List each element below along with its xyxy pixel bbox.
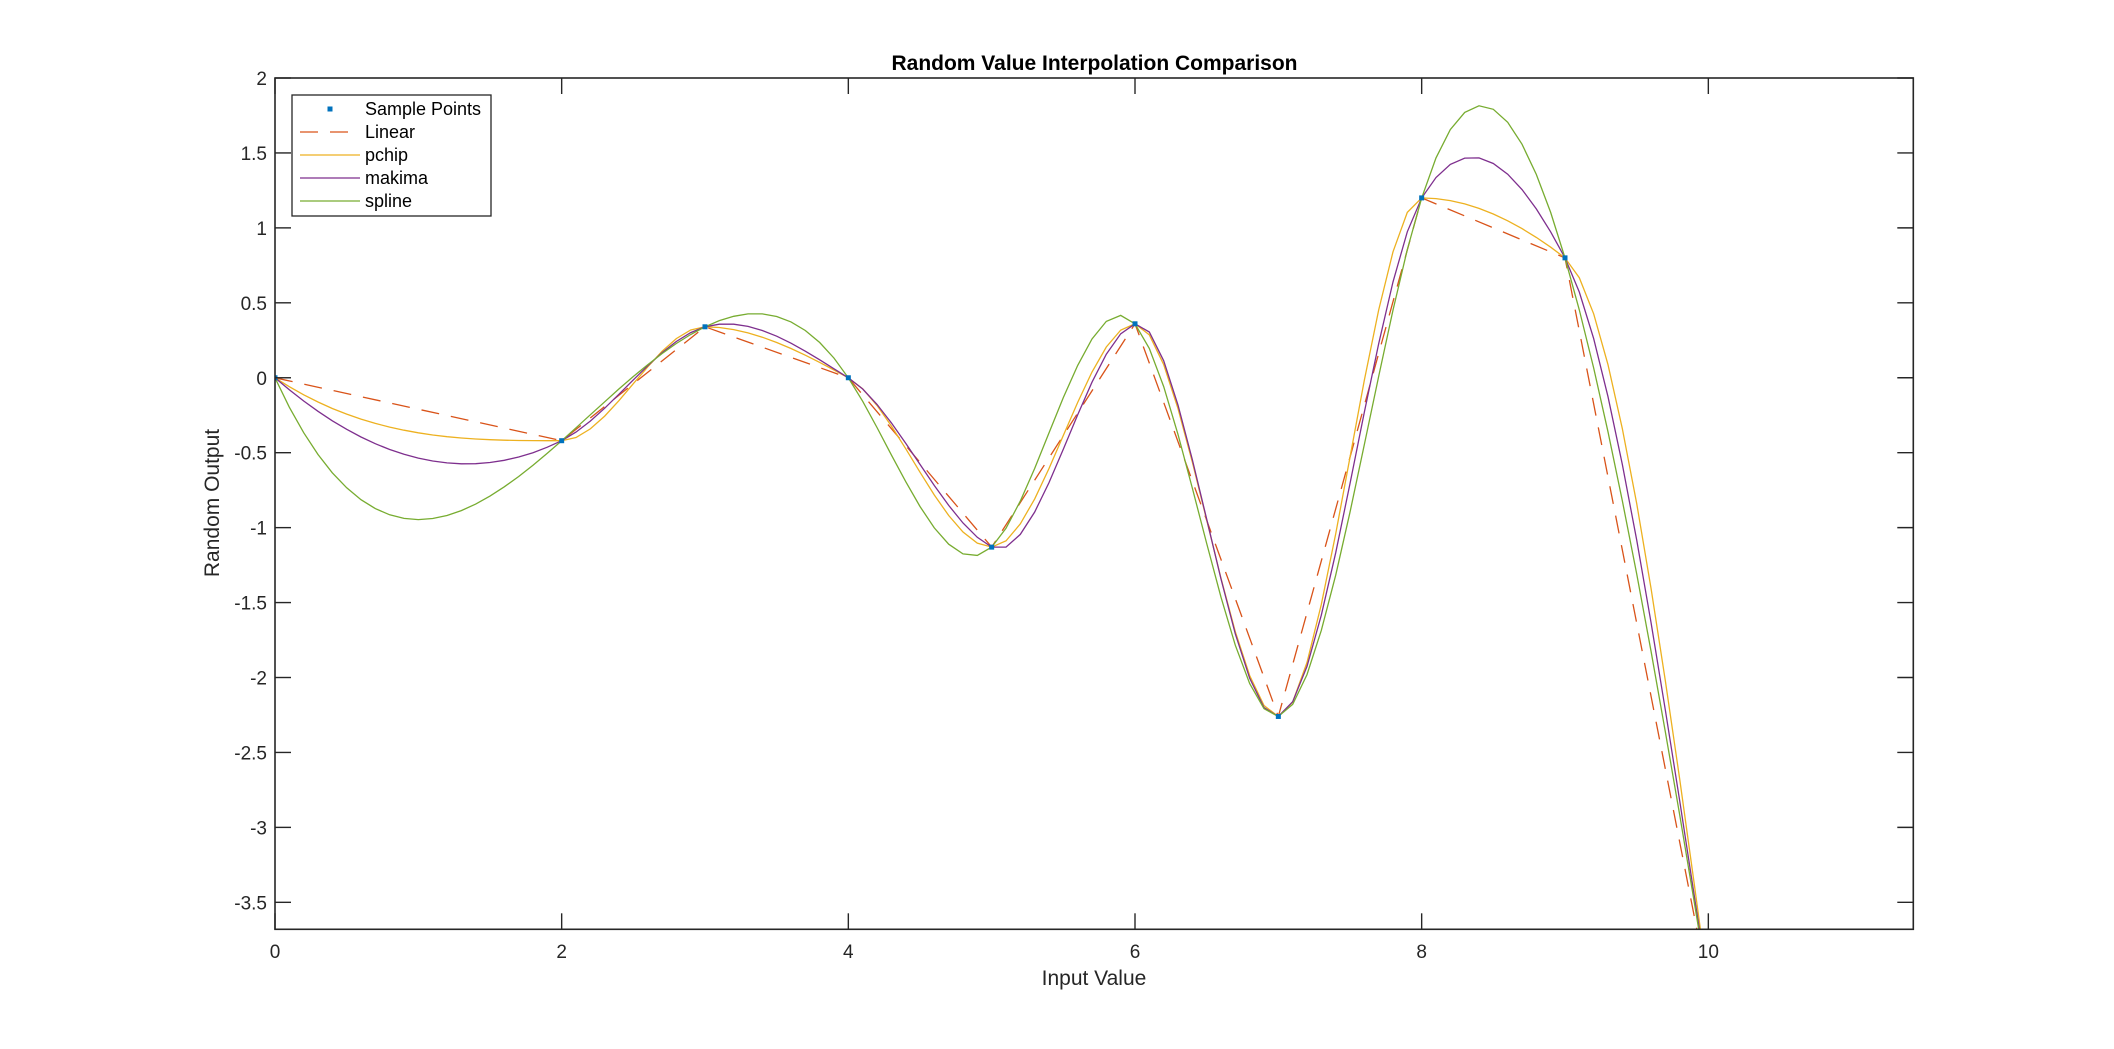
axes-box xyxy=(274,77,1915,931)
sample-point-marker xyxy=(1275,713,1281,719)
legend-item-linear[interactable]: Linear xyxy=(300,122,415,142)
sample-point-marker xyxy=(1132,321,1138,327)
x-tick-label: 2 xyxy=(556,942,567,963)
x-axis-tick-labels: 0 2 4 6 8 10 xyxy=(270,942,1719,963)
legend-label: Linear xyxy=(365,122,415,142)
plot-area xyxy=(274,77,1915,990)
sample-point-marker xyxy=(559,438,565,444)
x-axis-label: Input Value xyxy=(1042,967,1147,990)
legend-item-spline[interactable]: spline xyxy=(300,191,412,211)
y-tick-label: 1.5 xyxy=(241,144,267,165)
y-tick-label: 0 xyxy=(256,369,267,390)
sample-point-marker xyxy=(989,544,995,550)
y-tick-label: -3.5 xyxy=(234,893,267,914)
sample-point-marker xyxy=(845,375,851,381)
x-tick-label: 0 xyxy=(270,942,281,963)
x-tick-label: 10 xyxy=(1698,942,1719,963)
y-tick-label: 1 xyxy=(256,219,267,240)
y-tick-label: -2.5 xyxy=(234,743,267,764)
x-tick-label: 6 xyxy=(1130,942,1141,963)
y-tick-label: 0.5 xyxy=(241,294,267,315)
legend-item-sample-points[interactable]: Sample Points xyxy=(327,99,482,119)
legend-label: Sample Points xyxy=(365,99,481,119)
chart-title: Random Value Interpolation Comparison xyxy=(891,52,1297,75)
sample-point-marker xyxy=(702,324,708,330)
x-tick-label: 4 xyxy=(843,942,854,963)
y-tick-label: -1 xyxy=(250,519,267,540)
legend-marker-icon xyxy=(327,106,333,112)
legend-label: spline xyxy=(365,191,412,211)
sample-point-marker xyxy=(1562,255,1568,261)
y-tick-label: -1.5 xyxy=(234,594,267,615)
axes-background xyxy=(275,78,1914,930)
legend[interactable]: Sample Points Linear pchip makima spline xyxy=(291,94,492,217)
sample-point-marker xyxy=(1419,195,1425,201)
y-tick-label: -3 xyxy=(250,818,267,839)
sample-point-marker xyxy=(1706,985,1711,990)
legend-item-makima[interactable]: makima xyxy=(300,168,429,188)
legend-label: pchip xyxy=(365,145,408,165)
y-axis-tick-labels: 2 1.5 1 0.5 0 -0.5 -1 -1.5 -2 -2.5 -3 -3.5 xyxy=(234,69,267,914)
y-tick-label: 2 xyxy=(256,69,267,90)
legend-item-pchip[interactable]: pchip xyxy=(300,145,408,165)
y-tick-label: -0.5 xyxy=(234,444,267,465)
axis-ticks xyxy=(274,77,1914,930)
y-tick-label: -2 xyxy=(250,669,267,690)
x-tick-label: 8 xyxy=(1416,942,1427,963)
y-axis-label: Random Output xyxy=(201,429,224,577)
legend-label: makima xyxy=(365,168,429,188)
